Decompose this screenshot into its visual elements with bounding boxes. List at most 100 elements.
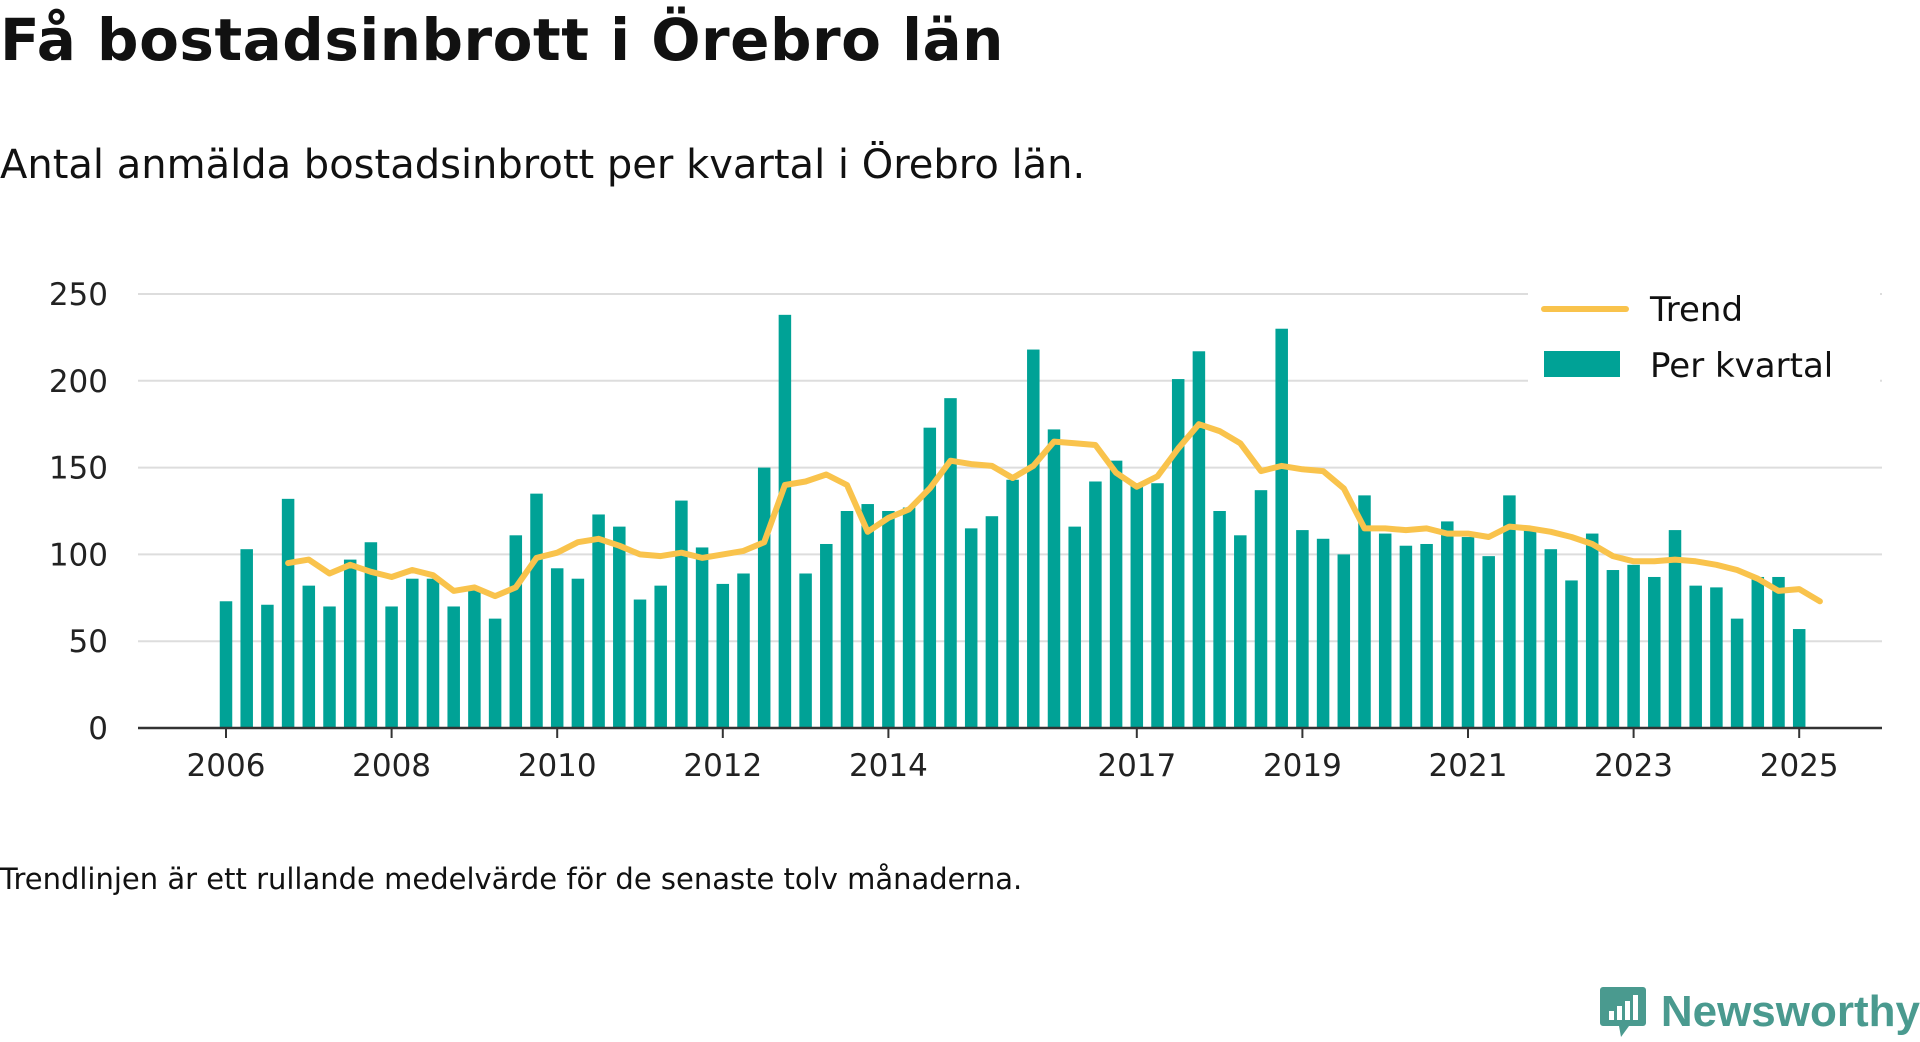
bar [1234,535,1247,728]
bar [737,573,750,728]
y-axis-ticks: 0 50 100 150 200 250 [49,277,108,747]
newsworthy-logo-icon [1599,987,1646,1037]
bar [1648,576,1661,728]
bar [840,511,854,728]
chart-title: Få bostadsinbrott i Örebro län [0,6,1004,74]
bar [820,543,833,728]
bar [1192,351,1206,728]
bar [1171,379,1185,728]
bar [1358,495,1371,728]
bar [530,493,543,728]
brand: Newsworthy [1599,982,1920,1042]
bar [302,585,316,728]
bar [550,568,564,728]
chart-subtitle: Antal anmälda bostadsinbrott per kvartal… [0,142,1086,188]
bar [1482,556,1495,728]
bar [633,599,647,728]
bar [1792,629,1806,728]
y-tick-label: 200 [49,364,108,400]
bar [488,618,502,728]
bar [571,578,585,728]
x-tick-label: 2023 [1594,748,1673,784]
bar [923,427,937,728]
bar [468,589,481,728]
bar [1420,543,1433,728]
bar [1523,526,1537,728]
legend-bar-label: Per kvartal [1650,346,1833,386]
bar [799,573,812,728]
bar [385,606,398,728]
bar [323,606,336,728]
bar [592,514,605,728]
y-tick-label: 250 [49,277,108,313]
bar [861,504,874,728]
bar [1441,521,1454,728]
x-tick-label: 2006 [187,748,266,784]
bar [757,467,771,728]
bar [1689,585,1702,728]
bar [1627,564,1640,728]
x-tick-label: 2017 [1097,748,1176,784]
bar [1275,328,1288,728]
legend-trend-label: Trend [1649,290,1743,330]
legend-bar-swatch [1544,351,1620,377]
bar [778,314,792,728]
bar [240,549,253,728]
bar [426,578,440,728]
bar [447,606,460,728]
bar [1730,618,1744,728]
bar [509,535,523,728]
bar [944,398,957,728]
bar [1565,580,1578,728]
trend-series [285,421,1823,605]
bar [1296,530,1309,728]
bar [1254,490,1268,728]
bar [613,526,626,728]
bar [1751,576,1765,728]
bar [343,559,357,728]
bar [1316,538,1330,728]
bar [219,601,233,728]
brand-name: Newsworthy [1660,987,1920,1036]
bar [1585,533,1599,728]
y-tick-label: 100 [49,537,108,573]
bar-series [219,314,1806,728]
bar [1503,495,1516,728]
bar [882,511,895,728]
x-axis: 2006 2008 2010 2012 2014 2017 2019 2021 2023 2025 [138,726,1882,784]
x-tick-label: 2010 [518,748,597,784]
bar [654,585,667,728]
trend-line [285,421,1823,605]
bar [985,516,999,728]
x-tick-label: 2021 [1429,748,1508,784]
bar [406,578,419,728]
bar [964,528,978,728]
bar [1068,526,1081,728]
chart-footnote: Trendlinjen är ett rullande medelvärde f… [0,862,1023,896]
y-tick-label: 50 [69,624,108,660]
bar [675,500,688,728]
bar [261,604,274,728]
bar [695,547,709,728]
bar [364,542,378,728]
x-tick-label: 2014 [849,748,928,784]
x-tick-label: 2025 [1760,748,1839,784]
bar [1378,533,1392,728]
bar [716,583,730,728]
x-tick-label: 2012 [683,748,762,784]
bar [1544,549,1558,728]
y-tick-label: 0 [88,711,108,747]
bar-chart: 0 50 100 150 200 250 2006 2008 2010 2012 2014 2017… [49,277,1882,784]
x-tick-label: 2019 [1263,748,1342,784]
bar [1151,483,1164,728]
bar [1130,484,1144,728]
bar [1109,460,1123,728]
y-tick-label: 150 [49,451,108,487]
legend: Trend Per kvartal [1528,288,1880,390]
bar [1047,429,1061,728]
bar [1399,545,1413,728]
bar [1089,481,1102,728]
bar [1606,570,1620,728]
bar [902,507,916,728]
chart-area: 0 50 100 150 200 250 2006 2008 2010 2012 2014 2017… [0,260,1920,820]
